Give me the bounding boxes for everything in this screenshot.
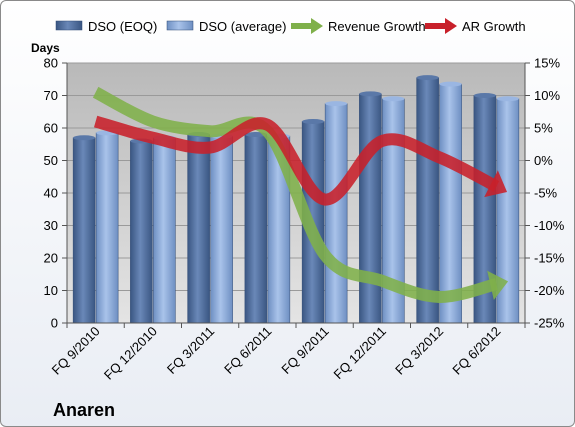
legend-arrow-ar-growth xyxy=(445,18,457,34)
bar-cap xyxy=(473,93,496,98)
legend-label-ar-growth: AR Growth xyxy=(462,19,526,34)
bar-dso-eoq xyxy=(359,93,382,324)
bar-cap xyxy=(496,96,519,102)
bar-cap xyxy=(325,101,348,107)
right-tick-label: -5% xyxy=(534,186,558,201)
revenue-growth-arrowhead xyxy=(487,270,509,300)
legend-label-dso-average: DSO (average) xyxy=(199,19,286,34)
bar-dso-average xyxy=(95,132,119,324)
left-tick-label: 50 xyxy=(44,153,58,168)
x-tick-label: FQ 12/2011 xyxy=(331,324,389,382)
left-tick-label: 0 xyxy=(51,316,58,331)
x-tick-label: FQ 9/2010 xyxy=(49,324,103,378)
right-tick-label: 15% xyxy=(534,56,560,71)
right-tick-label: 10% xyxy=(534,88,560,103)
bar-dso-average xyxy=(210,135,233,324)
x-tick-label: FQ 3/2011 xyxy=(164,324,217,377)
legend-swatch-dso-eoq xyxy=(55,20,83,31)
left-tick-label: 30 xyxy=(44,218,58,233)
bar-dso-eoq xyxy=(244,134,268,324)
bar-cap xyxy=(359,91,382,97)
bar-cap xyxy=(382,96,405,102)
bar-dso-average xyxy=(324,103,348,324)
legend-label-dso-eoq: DSO (EOQ) xyxy=(88,19,157,34)
left-tick-label: 70 xyxy=(44,88,58,103)
bar-dso-eoq xyxy=(130,140,153,324)
bar-dso-average xyxy=(439,83,462,324)
ar-growth-line xyxy=(93,115,500,206)
x-tick-label: FQ 6/2012 xyxy=(449,324,503,378)
left-tick-label: 60 xyxy=(44,121,58,136)
bar-dso-average xyxy=(153,137,176,324)
x-tick-label: FQ 3/2012 xyxy=(392,324,446,378)
right-tick-label: 5% xyxy=(534,121,553,136)
left-tick-label: 20 xyxy=(44,251,58,266)
bar-cap xyxy=(302,119,325,124)
x-tick-label: FQ 6/2011 xyxy=(221,324,274,377)
left-tick-label: 80 xyxy=(44,56,58,71)
right-tick-label: 0% xyxy=(534,153,553,168)
bar-dso-eoq xyxy=(72,137,96,324)
x-tick-label: FQ 9/2011 xyxy=(278,324,331,377)
right-tick-label: -20% xyxy=(534,283,565,298)
bar-cap xyxy=(439,81,462,87)
left-tick-label: 10 xyxy=(44,283,58,298)
legend-arrow-revenue-growth xyxy=(311,18,323,34)
legend-swatch-dso-average xyxy=(166,20,194,31)
x-tick-label: FQ 12/2010 xyxy=(101,324,160,383)
right-tick-label: -15% xyxy=(534,251,565,266)
bar-cap xyxy=(416,75,439,81)
y-axis-title: Days xyxy=(31,41,60,55)
ar-growth-arrowhead xyxy=(484,170,508,198)
legend-label-revenue-growth: Revenue Growth xyxy=(328,19,426,34)
right-tick-label: -25% xyxy=(534,316,565,331)
bar-dso-eoq xyxy=(416,77,439,324)
right-tick-label: -10% xyxy=(534,218,565,233)
revenue-growth-line xyxy=(92,86,498,303)
bar-cap xyxy=(73,135,96,141)
company-name: Anaren xyxy=(53,400,115,420)
left-tick-label: 40 xyxy=(44,186,58,201)
bar-dso-eoq xyxy=(187,134,210,324)
